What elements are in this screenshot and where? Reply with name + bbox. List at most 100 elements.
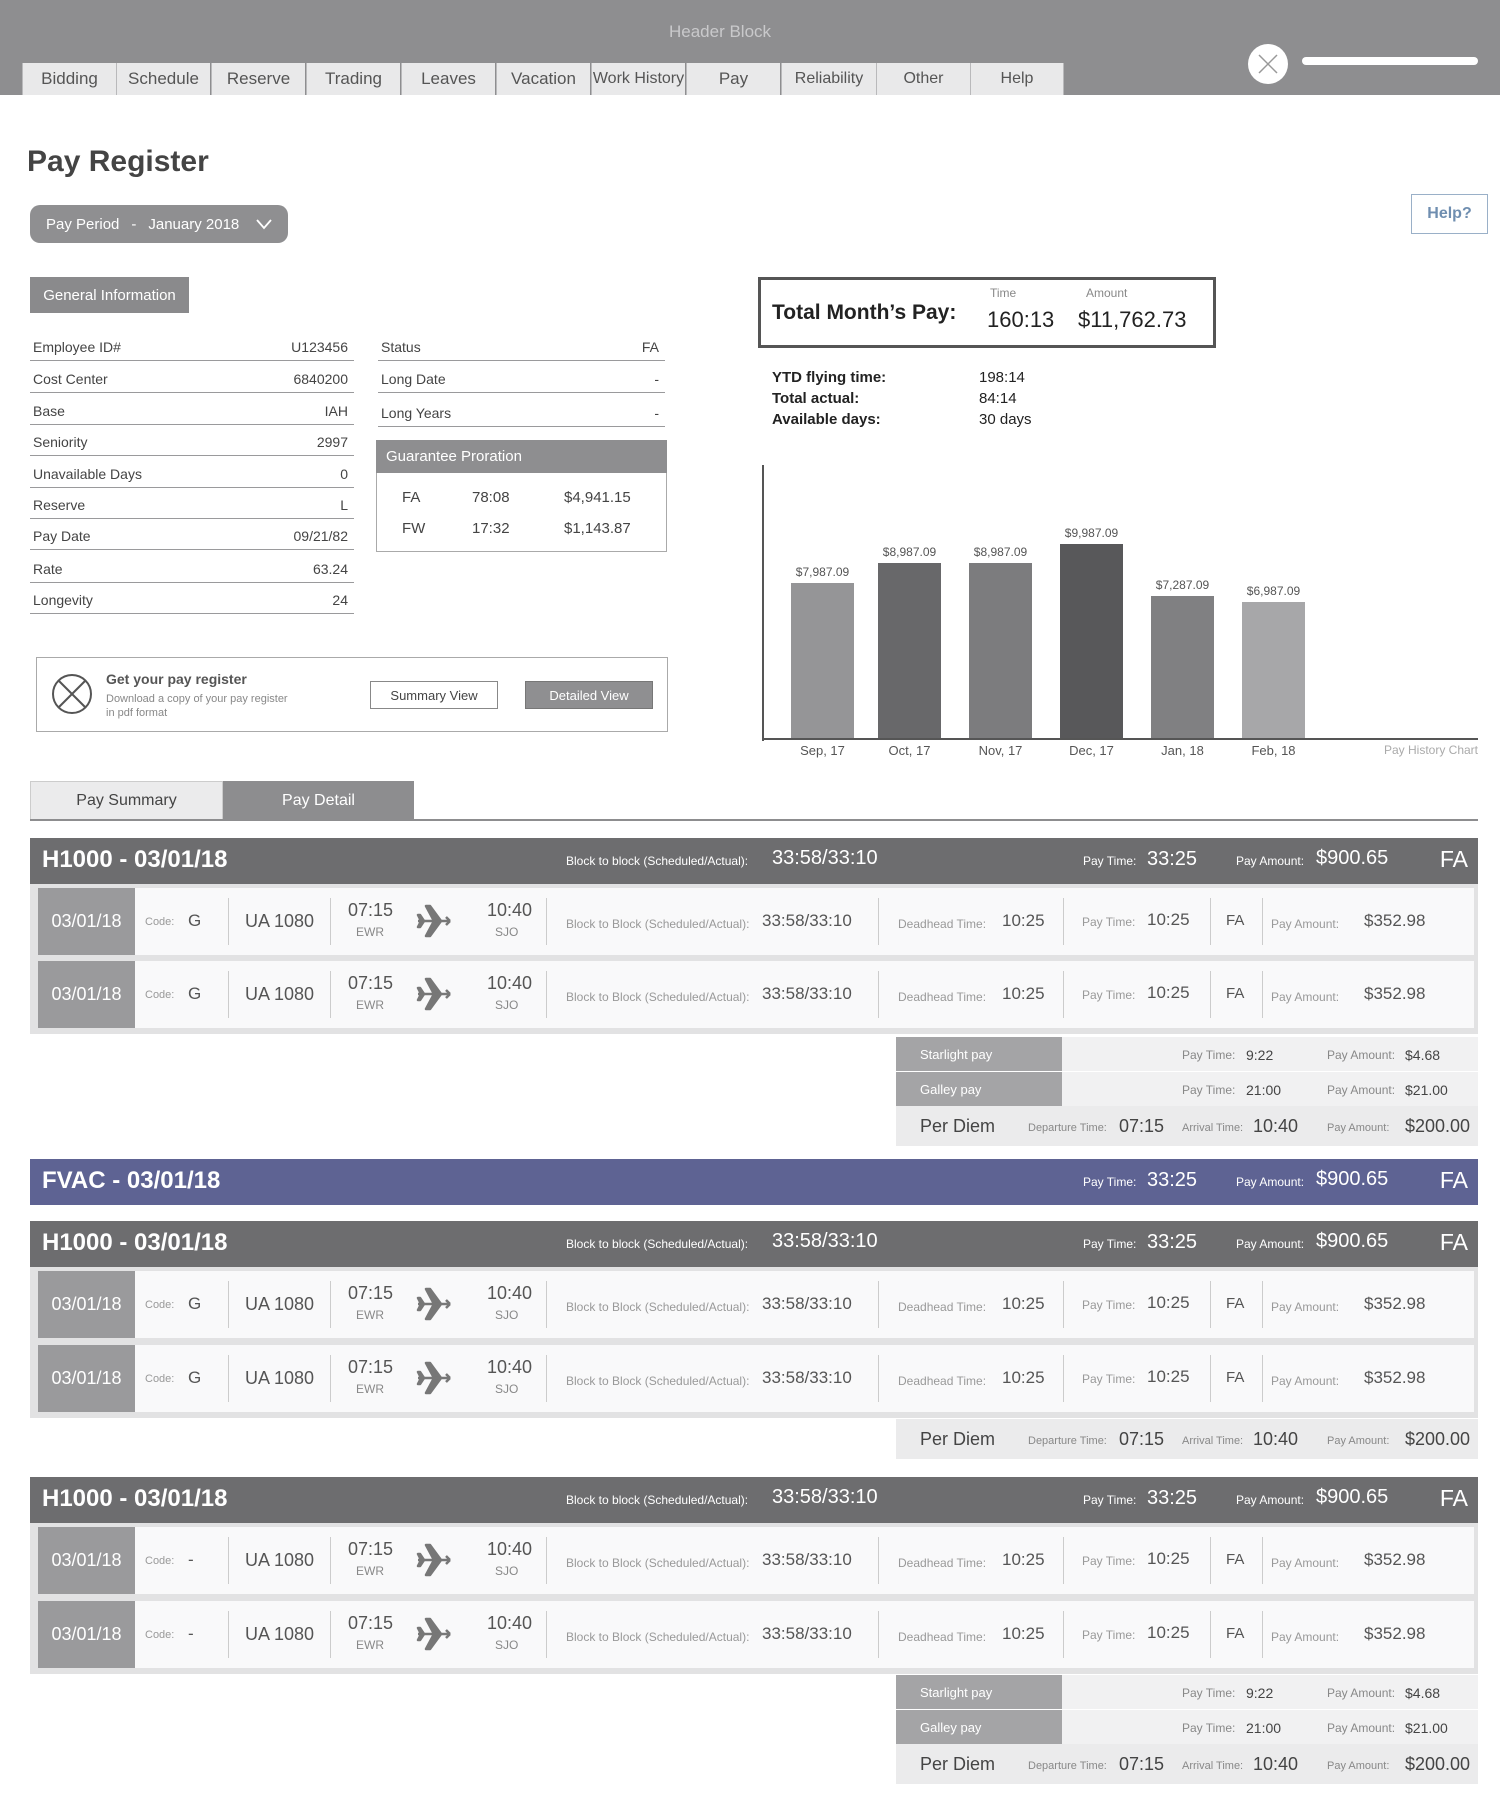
info-row-unavailable-days: Unavailable Days 0 [30, 460, 354, 488]
pay-time-label: Pay Time: [1083, 1493, 1137, 1507]
tab-reserve[interactable]: Reserve [211, 63, 305, 95]
pay-time-label: Pay Time: [1082, 1628, 1136, 1642]
pay-period-dropdown[interactable]: Pay Period - January 2018 [30, 205, 288, 243]
flight-leg-row[interactable]: 03/01/18 Code: G UA 1080 07:15 EWR 10:40 SJO Blo… [38, 961, 1474, 1028]
pay-amount-label: Pay Amount: [1327, 1048, 1396, 1062]
block-to-block-label: Block to Block (Scheduled/Actual): [566, 1630, 750, 1644]
flight-leg-row[interactable]: 03/01/18 Code: - UA 1080 07:15 EWR 10:40 SJO Blo… [38, 1601, 1474, 1668]
block-to-block-value: 33:58/33:10 [762, 984, 852, 1003]
tab-work-history[interactable]: Work History [591, 63, 685, 95]
block-to-block-value: 33:58/33:10 [762, 1550, 852, 1569]
avatar[interactable] [1248, 44, 1288, 84]
pay-amount-label: Pay Amount: [1327, 1122, 1390, 1134]
arrival-airport: SJO [495, 1564, 519, 1578]
code-label: Code: [145, 1629, 175, 1641]
trip-header[interactable]: FVAC - 03/01/18 Pay Time: 33:25 Pay Amount:… [30, 1159, 1478, 1205]
pay-amount-value: $900.65 [1316, 1230, 1389, 1252]
info-label: Pay Date [33, 527, 91, 544]
flight-number: UA 1080 [245, 1550, 315, 1570]
arrival-time: 10:40 [487, 973, 533, 993]
tab-schedule[interactable]: Schedule [116, 63, 210, 95]
departure-airport: EWR [356, 1382, 384, 1396]
pay-time-label: Pay Time: [1082, 1298, 1136, 1312]
pay-time-label: Pay Time: [1182, 1048, 1236, 1062]
tab-pay-summary[interactable]: Pay Summary [30, 781, 223, 820]
block-to-block-value: 33:58/33:10 [762, 911, 852, 930]
chart-caption: Pay History Chart [1383, 743, 1478, 757]
per-diem-label: Per Diem [920, 1754, 996, 1774]
info-row-cost-center: Cost Center 6840200 [30, 365, 354, 393]
chart-y-axis [762, 465, 764, 741]
divider [1063, 971, 1064, 1018]
tab-trading[interactable]: Trading [306, 63, 400, 95]
pay-time-value: 33:25 [1147, 1169, 1198, 1191]
ytd-value: 198:14 [979, 369, 1025, 386]
divider [878, 1611, 879, 1658]
departure-airport: EWR [356, 998, 384, 1012]
departure-time-value: 07:15 [1119, 1754, 1165, 1774]
help-button[interactable]: Help? [1411, 194, 1488, 234]
chart-x-tick-label: Jan, 18 [1161, 743, 1204, 758]
tab-other[interactable]: Other [876, 63, 970, 95]
trip-header[interactable]: H1000 - 03/01/18 Block to block (Schedule… [30, 838, 1478, 884]
tab-vacation[interactable]: Vacation [496, 63, 590, 95]
info-label: Employee ID# [33, 338, 121, 355]
pay-amount-value: $900.65 [1316, 1486, 1389, 1508]
divider [330, 1537, 331, 1584]
divider [1262, 1355, 1263, 1402]
chart-x-tick-label: Oct, 17 [888, 743, 931, 758]
pay-amount-label: Pay Amount: [1236, 854, 1305, 868]
departure-time: 07:15 [348, 1539, 394, 1559]
divider [546, 898, 547, 945]
tab-reliability[interactable]: Reliability [781, 63, 876, 95]
total-time: 160:13 [987, 307, 1055, 332]
trip-header[interactable]: H1000 - 03/01/18 Block to block (Schedule… [30, 1221, 1478, 1267]
flight-leg-row[interactable]: 03/01/18 Code: - UA 1080 07:15 EWR 10:40 SJO Blo… [38, 1527, 1474, 1594]
pay-amount-label: Pay Amount: [1236, 1237, 1305, 1251]
divider [878, 1281, 879, 1328]
info-row-long-date: Long Date - [378, 365, 665, 393]
tab-help[interactable]: Help [970, 63, 1064, 95]
divider [330, 1611, 331, 1658]
info-row-reserve: Reserve L [30, 491, 354, 519]
position-code: FA [1226, 912, 1245, 929]
per-diem-row: Per Diem Departure Time: 07:15 Arrival Time… [896, 1106, 1478, 1146]
arrival-time: 10:40 [487, 900, 533, 920]
flight-leg-row[interactable]: 03/01/18 Code: G UA 1080 07:15 EWR 10:40 SJO Blo… [38, 888, 1474, 955]
deadhead-value: 10:25 [1002, 984, 1045, 1003]
tab-pay-detail[interactable]: Pay Detail [223, 781, 414, 820]
trip-header[interactable]: H1000 - 03/01/18 Block to block (Schedule… [30, 1477, 1478, 1523]
tab-leaves[interactable]: Leaves [401, 63, 495, 95]
ytd-label: YTD flying time: [772, 369, 887, 386]
info-value: L [340, 496, 348, 513]
flight-leg-row[interactable]: 03/01/18 Code: G UA 1080 07:15 EWR 10:40 SJO Blo… [38, 1271, 1474, 1338]
divider [1210, 1537, 1211, 1584]
info-row-employee-id: Employee ID# U123456 [30, 333, 354, 361]
summary-view-button[interactable]: Summary View [370, 681, 498, 709]
info-row-status: Status FA [378, 333, 665, 361]
tab-underline [30, 819, 1478, 821]
chart-data-label: $7,987.09 [795, 565, 850, 579]
deadhead-value: 10:25 [1002, 1294, 1045, 1313]
position-code: FA [1226, 985, 1245, 1002]
chart-data-label: $6,987.09 [1246, 584, 1301, 598]
guarantee-proration-header: Guarantee Proration [376, 440, 667, 473]
pay-amount-value: $352.98 [1364, 1368, 1426, 1387]
pay-time-label: Pay Time: [1082, 915, 1136, 929]
tab-bidding[interactable]: Bidding [22, 63, 116, 95]
extra-pay-label: Galley pay [896, 1710, 1062, 1744]
tab-pay[interactable]: Pay [686, 63, 780, 95]
chart-x-tick-label: Sep, 17 [800, 743, 845, 758]
detailed-view-button[interactable]: Detailed View [525, 681, 653, 709]
ytd-label: Available days: [772, 411, 881, 428]
chart-data-label: $9,987.09 [1064, 526, 1119, 540]
leg-date: 03/01/18 [38, 961, 135, 1028]
trip-legs: 03/01/18 Code: G UA 1080 07:15 EWR 10:40 SJO Blo… [30, 1267, 1478, 1418]
ytd-value: 84:14 [979, 390, 1017, 407]
block-to-block-value: 33:58/33:10 [772, 1230, 878, 1252]
departure-time-label: Departure Time: [1028, 1760, 1107, 1772]
divider [228, 1537, 229, 1584]
pay-amount-label: Pay Amount: [1236, 1175, 1305, 1189]
position-code: FA [1439, 1485, 1468, 1511]
flight-leg-row[interactable]: 03/01/18 Code: G UA 1080 07:15 EWR 10:40 SJO Blo… [38, 1345, 1474, 1412]
